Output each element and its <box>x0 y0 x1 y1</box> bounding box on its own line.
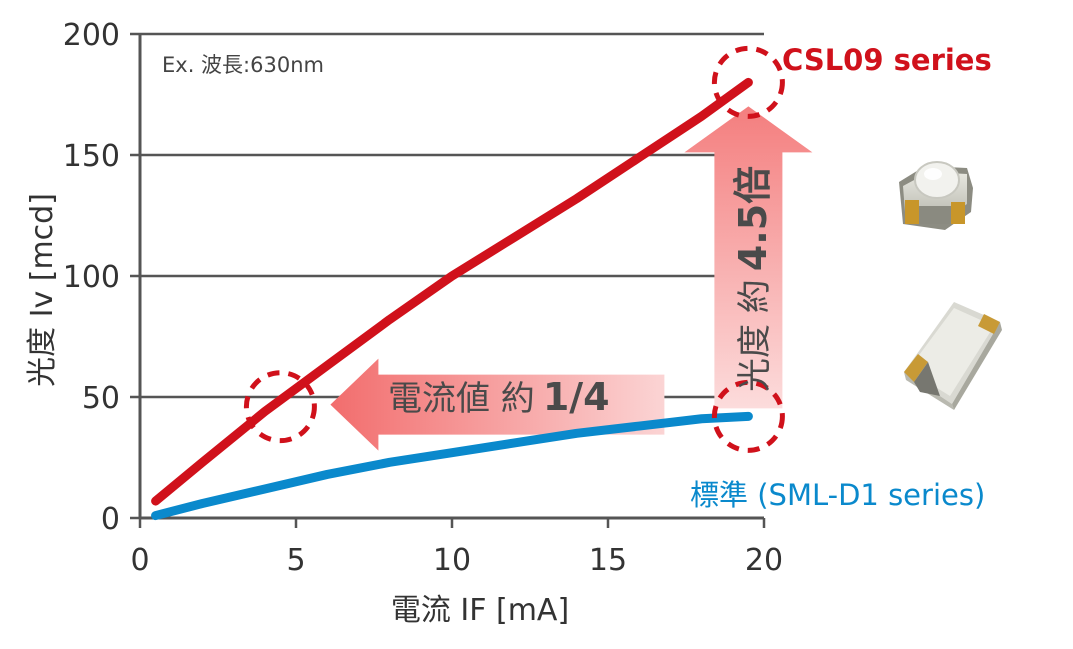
highlight-circle-1 <box>711 45 785 119</box>
brightness-callout-text: 光度 約4.5倍 <box>731 166 775 392</box>
highlight-circle-0 <box>243 370 317 444</box>
series-line-standard <box>151 411 753 521</box>
y-axis-label: 光度 Iv [mcd] <box>25 193 60 387</box>
x-tick-label: 5 <box>286 543 305 578</box>
x-tick-label: 15 <box>589 543 627 578</box>
highlight-circle-2 <box>711 379 785 453</box>
x-tick-label: 0 <box>130 543 149 578</box>
current-reduction-arrow <box>330 358 665 451</box>
brightness-increase-arrow <box>684 106 813 409</box>
series-lines <box>151 77 753 521</box>
x-axis-label: 電流 IF [mA] <box>391 593 569 628</box>
current-callout-text: 電流値 約 1/4 <box>388 375 610 419</box>
y-tick-label: 0 <box>101 502 120 537</box>
x-tick-label: 10 <box>433 543 471 578</box>
y-tick-label: 150 <box>63 139 120 174</box>
x-tick-label: 20 <box>745 543 783 578</box>
y-tick-label: 50 <box>82 381 120 416</box>
y-tick-label: 200 <box>63 18 120 53</box>
led-product-image-csl09 <box>899 161 973 230</box>
highlight-circles <box>243 45 785 453</box>
tick-labels: 0 50 100 150 200 0 5 10 15 20 <box>63 18 783 578</box>
series-label-standard: 標準 (SML-D1 series) <box>690 478 985 512</box>
series-line-csl09 <box>151 77 753 506</box>
axes <box>130 32 766 528</box>
wavelength-note: Ex. 波長:630nm <box>162 53 324 77</box>
callout-arrows <box>330 106 813 451</box>
series-label-csl09: CSL09 series <box>782 43 992 77</box>
led-product-image-standard <box>904 302 1002 410</box>
y-tick-label: 100 <box>63 260 120 295</box>
